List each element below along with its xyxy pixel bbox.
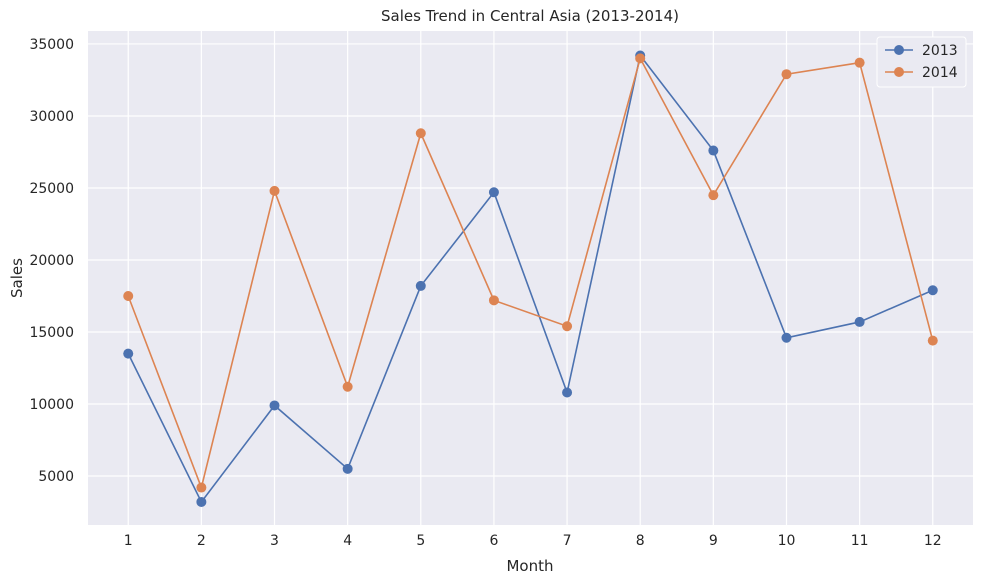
y-tick-label: 30000 <box>29 109 74 125</box>
y-tick-label: 15000 <box>29 325 74 341</box>
y-tick-label: 10000 <box>29 397 74 413</box>
data-point-2014 <box>342 381 353 392</box>
x-tick-label: 9 <box>709 533 718 549</box>
data-point-2014 <box>269 185 280 196</box>
legend-marker-2013 <box>894 45 904 55</box>
x-tick-label: 3 <box>270 533 279 549</box>
data-point-2014 <box>488 295 499 306</box>
y-axis-label: Sales <box>8 258 26 298</box>
series-2013 <box>123 50 938 507</box>
series-line-2013 <box>127 53 934 504</box>
y-tick-label: 35000 <box>29 37 74 53</box>
x-axis-label: Month <box>506 557 553 575</box>
data-point-2013 <box>781 332 792 343</box>
y-tick-label: 5000 <box>38 469 74 485</box>
data-point-2013 <box>342 463 353 474</box>
x-tick-label: 6 <box>489 533 498 549</box>
x-tick-label: 11 <box>851 533 869 549</box>
tick-labels: 1 2 3 4 5 6 7 8 9 10 11 125000100001500020000250003… <box>29 37 941 549</box>
series <box>123 50 938 507</box>
y-tick-label: 25000 <box>29 181 74 197</box>
data-point-2013 <box>927 285 938 296</box>
data-point-2014 <box>635 53 646 64</box>
legend-label-2014: 2014 <box>922 65 958 81</box>
legend-entry-2014: 2014 <box>885 65 958 81</box>
series-line-2014 <box>127 56 934 491</box>
data-point-2013 <box>415 280 426 291</box>
series-2014 <box>123 53 938 493</box>
x-tick-label: 8 <box>636 533 645 549</box>
data-point-2013 <box>562 387 573 398</box>
data-point-2013 <box>196 496 207 507</box>
data-point-2013 <box>123 348 134 359</box>
y-tick-label: 20000 <box>29 253 74 269</box>
x-tick-label: 4 <box>343 533 352 549</box>
x-tick-label: 12 <box>924 533 942 549</box>
data-point-2013 <box>269 400 280 411</box>
data-point-2014 <box>123 291 134 302</box>
x-tick-label: 1 <box>124 533 133 549</box>
legend-marker-2014 <box>894 67 904 77</box>
legend-label-2013: 2013 <box>922 43 958 59</box>
legend: 2013 2014 <box>876 36 967 88</box>
chart-title: Sales Trend in Central Asia (2013-2014) <box>381 7 679 25</box>
data-point-2014 <box>708 190 719 201</box>
x-tick-label: 2 <box>197 533 206 549</box>
x-tick-label: 7 <box>563 533 572 549</box>
x-tick-label: 10 <box>778 533 796 549</box>
data-point-2013 <box>708 145 719 156</box>
data-point-2014 <box>854 57 865 68</box>
data-point-2014 <box>415 128 426 139</box>
plot-area <box>88 31 973 525</box>
data-point-2014 <box>781 69 792 80</box>
data-point-2014 <box>196 482 207 493</box>
x-tick-label: 5 <box>416 533 425 549</box>
data-point-2014 <box>562 321 573 332</box>
legend-entry-2013: 2013 <box>885 43 958 59</box>
data-point-2013 <box>854 316 865 327</box>
data-point-2013 <box>488 187 499 198</box>
data-point-2014 <box>927 335 938 346</box>
grid-lines <box>88 31 973 525</box>
